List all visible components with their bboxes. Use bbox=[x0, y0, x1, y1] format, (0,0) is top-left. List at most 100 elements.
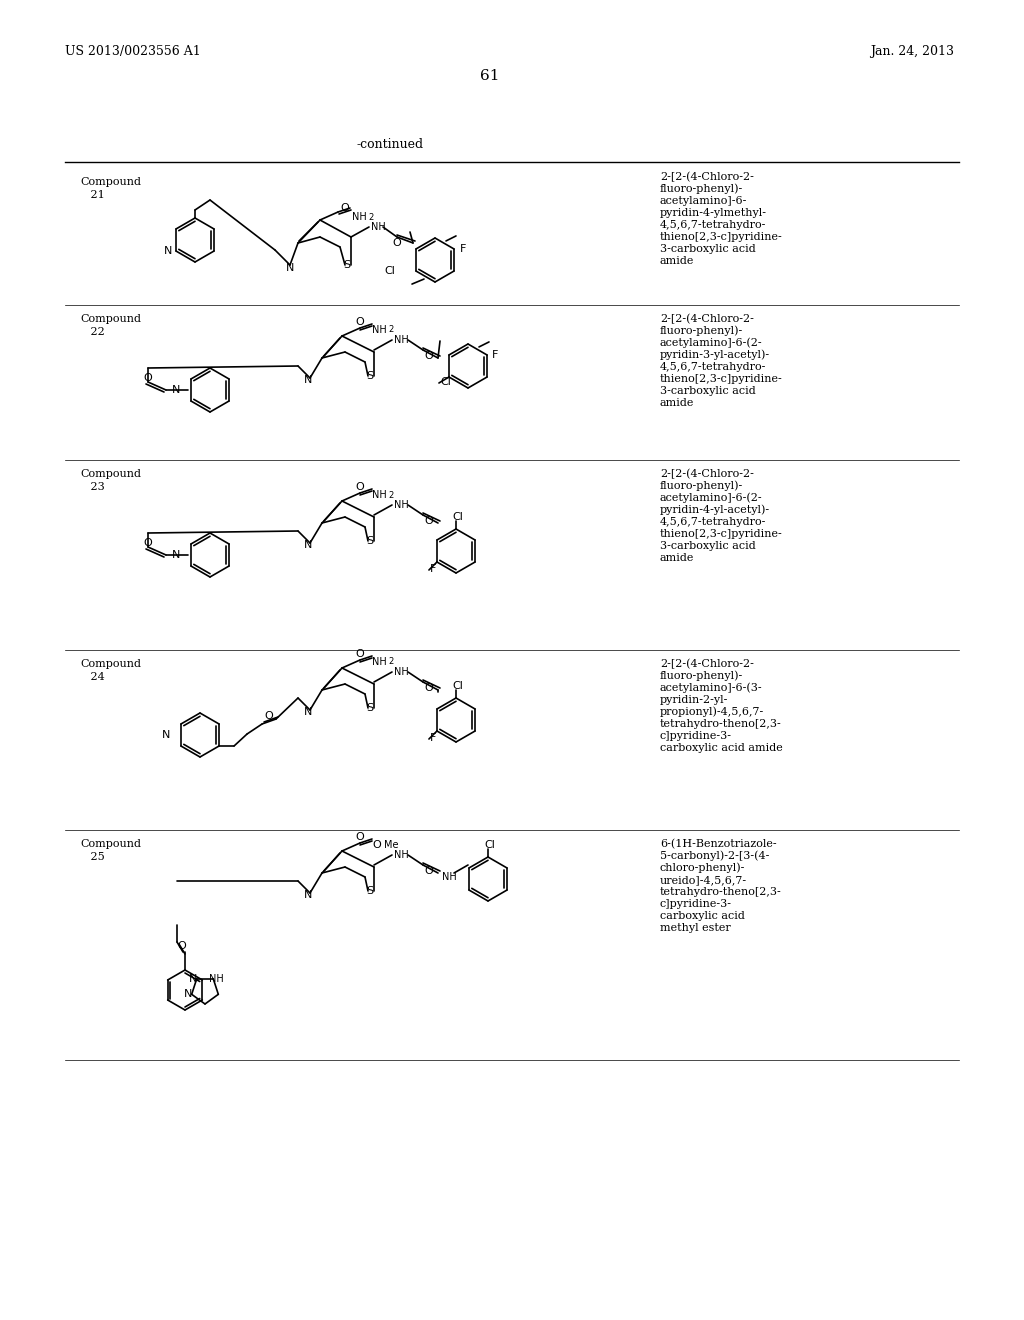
Text: Cl: Cl bbox=[452, 512, 463, 521]
Text: c]pyridine-3-: c]pyridine-3- bbox=[660, 731, 732, 741]
Text: pyridin-4-ylmethyl-: pyridin-4-ylmethyl- bbox=[660, 209, 767, 218]
Text: O: O bbox=[177, 941, 185, 950]
Text: acetylamino]-6-(2-: acetylamino]-6-(2- bbox=[660, 338, 763, 348]
Text: thieno[2,3-c]pyridine-: thieno[2,3-c]pyridine- bbox=[660, 529, 782, 539]
Text: 24: 24 bbox=[80, 672, 104, 682]
Text: fluoro-phenyl)-: fluoro-phenyl)- bbox=[660, 480, 743, 491]
Text: 2: 2 bbox=[388, 657, 393, 667]
Text: NH: NH bbox=[442, 873, 457, 882]
Text: 25: 25 bbox=[80, 851, 104, 862]
Text: 2: 2 bbox=[388, 326, 393, 334]
Text: Cl: Cl bbox=[484, 840, 495, 850]
Text: 2-[2-(4-Chloro-2-: 2-[2-(4-Chloro-2- bbox=[660, 659, 754, 669]
Text: N: N bbox=[188, 974, 198, 983]
Text: NH: NH bbox=[352, 213, 367, 222]
Text: carboxylic acid: carboxylic acid bbox=[660, 911, 744, 921]
Text: N: N bbox=[286, 263, 294, 273]
Text: O: O bbox=[264, 711, 272, 721]
Text: 22: 22 bbox=[80, 327, 104, 337]
Text: amide: amide bbox=[660, 256, 694, 267]
Text: O: O bbox=[355, 317, 365, 327]
Text: Cl: Cl bbox=[440, 378, 451, 387]
Text: N: N bbox=[162, 730, 170, 741]
Text: -continued: -continued bbox=[356, 139, 424, 150]
Text: thieno[2,3-c]pyridine-: thieno[2,3-c]pyridine- bbox=[660, 374, 782, 384]
Text: pyridin-4-yl-acetyl)-: pyridin-4-yl-acetyl)- bbox=[660, 504, 770, 515]
Text: acetylamino]-6-: acetylamino]-6- bbox=[660, 195, 748, 206]
Text: O: O bbox=[372, 840, 381, 850]
Text: 2-[2-(4-Chloro-2-: 2-[2-(4-Chloro-2- bbox=[660, 469, 754, 479]
Text: S: S bbox=[343, 260, 350, 271]
Text: S: S bbox=[367, 371, 374, 381]
Text: Compound: Compound bbox=[80, 314, 141, 323]
Text: S: S bbox=[367, 886, 374, 896]
Text: O: O bbox=[355, 832, 365, 842]
Text: c]pyridine-3-: c]pyridine-3- bbox=[660, 899, 732, 909]
Text: chloro-phenyl)-: chloro-phenyl)- bbox=[660, 862, 745, 873]
Text: 2: 2 bbox=[388, 491, 393, 499]
Text: ureido]-4,5,6,7-: ureido]-4,5,6,7- bbox=[660, 875, 748, 884]
Text: methyl ester: methyl ester bbox=[660, 923, 731, 933]
Text: 4,5,6,7-tetrahydro-: 4,5,6,7-tetrahydro- bbox=[660, 517, 766, 527]
Text: pyridin-3-yl-acetyl)-: pyridin-3-yl-acetyl)- bbox=[660, 350, 770, 360]
Text: O: O bbox=[392, 238, 401, 248]
Text: 2-[2-(4-Chloro-2-: 2-[2-(4-Chloro-2- bbox=[660, 314, 754, 323]
Text: N: N bbox=[164, 246, 172, 256]
Text: N: N bbox=[183, 989, 193, 999]
Text: N: N bbox=[172, 385, 180, 395]
Text: F: F bbox=[492, 350, 499, 360]
Text: O: O bbox=[424, 516, 433, 525]
Text: amide: amide bbox=[660, 399, 694, 408]
Text: tetrahydro-theno[2,3-: tetrahydro-theno[2,3- bbox=[660, 887, 781, 898]
Text: F: F bbox=[430, 564, 436, 574]
Text: O: O bbox=[424, 351, 433, 360]
Text: O: O bbox=[143, 374, 153, 383]
Text: Compound: Compound bbox=[80, 177, 141, 187]
Text: S: S bbox=[367, 536, 374, 546]
Text: F: F bbox=[430, 733, 436, 743]
Text: US 2013/0023556 A1: US 2013/0023556 A1 bbox=[65, 45, 201, 58]
Text: N: N bbox=[304, 890, 312, 900]
Text: 6-(1H-Benzotriazole-: 6-(1H-Benzotriazole- bbox=[660, 838, 776, 849]
Text: O: O bbox=[340, 203, 349, 213]
Text: fluoro-phenyl)-: fluoro-phenyl)- bbox=[660, 183, 743, 194]
Text: O: O bbox=[424, 866, 433, 876]
Text: tetrahydro-theno[2,3-: tetrahydro-theno[2,3- bbox=[660, 719, 781, 729]
Text: NH: NH bbox=[394, 850, 409, 861]
Text: NH: NH bbox=[372, 325, 387, 335]
Text: F: F bbox=[460, 244, 466, 253]
Text: N: N bbox=[304, 375, 312, 385]
Text: N: N bbox=[304, 708, 312, 717]
Text: 23: 23 bbox=[80, 482, 104, 492]
Text: amide: amide bbox=[660, 553, 694, 564]
Text: S: S bbox=[367, 704, 374, 713]
Text: thieno[2,3-c]pyridine-: thieno[2,3-c]pyridine- bbox=[660, 232, 782, 242]
Text: Me: Me bbox=[384, 840, 398, 850]
Text: acetylamino]-6-(3-: acetylamino]-6-(3- bbox=[660, 682, 763, 693]
Text: NH: NH bbox=[372, 657, 387, 667]
Text: 2: 2 bbox=[368, 213, 374, 222]
Text: propionyl)-4,5,6,7-: propionyl)-4,5,6,7- bbox=[660, 706, 764, 717]
Text: O: O bbox=[424, 682, 433, 693]
Text: O: O bbox=[355, 482, 365, 492]
Text: NH: NH bbox=[394, 500, 409, 510]
Text: carboxylic acid amide: carboxylic acid amide bbox=[660, 743, 782, 752]
Text: fluoro-phenyl)-: fluoro-phenyl)- bbox=[660, 671, 743, 681]
Text: 21: 21 bbox=[80, 190, 104, 201]
Text: N: N bbox=[172, 550, 180, 560]
Text: fluoro-phenyl)-: fluoro-phenyl)- bbox=[660, 326, 743, 337]
Text: O: O bbox=[355, 649, 365, 659]
Text: NH: NH bbox=[371, 222, 386, 232]
Text: Cl: Cl bbox=[452, 681, 463, 690]
Text: N: N bbox=[304, 540, 312, 550]
Text: 3-carboxylic acid: 3-carboxylic acid bbox=[660, 385, 756, 396]
Text: NH: NH bbox=[372, 490, 387, 500]
Text: acetylamino]-6-(2-: acetylamino]-6-(2- bbox=[660, 492, 763, 503]
Text: 3-carboxylic acid: 3-carboxylic acid bbox=[660, 244, 756, 253]
Text: Compound: Compound bbox=[80, 469, 141, 479]
Text: NH: NH bbox=[394, 667, 409, 677]
Text: 4,5,6,7-tetrahydro-: 4,5,6,7-tetrahydro- bbox=[660, 220, 766, 230]
Text: Compound: Compound bbox=[80, 840, 141, 849]
Text: pyridin-2-yl-: pyridin-2-yl- bbox=[660, 696, 728, 705]
Text: 61: 61 bbox=[480, 69, 500, 83]
